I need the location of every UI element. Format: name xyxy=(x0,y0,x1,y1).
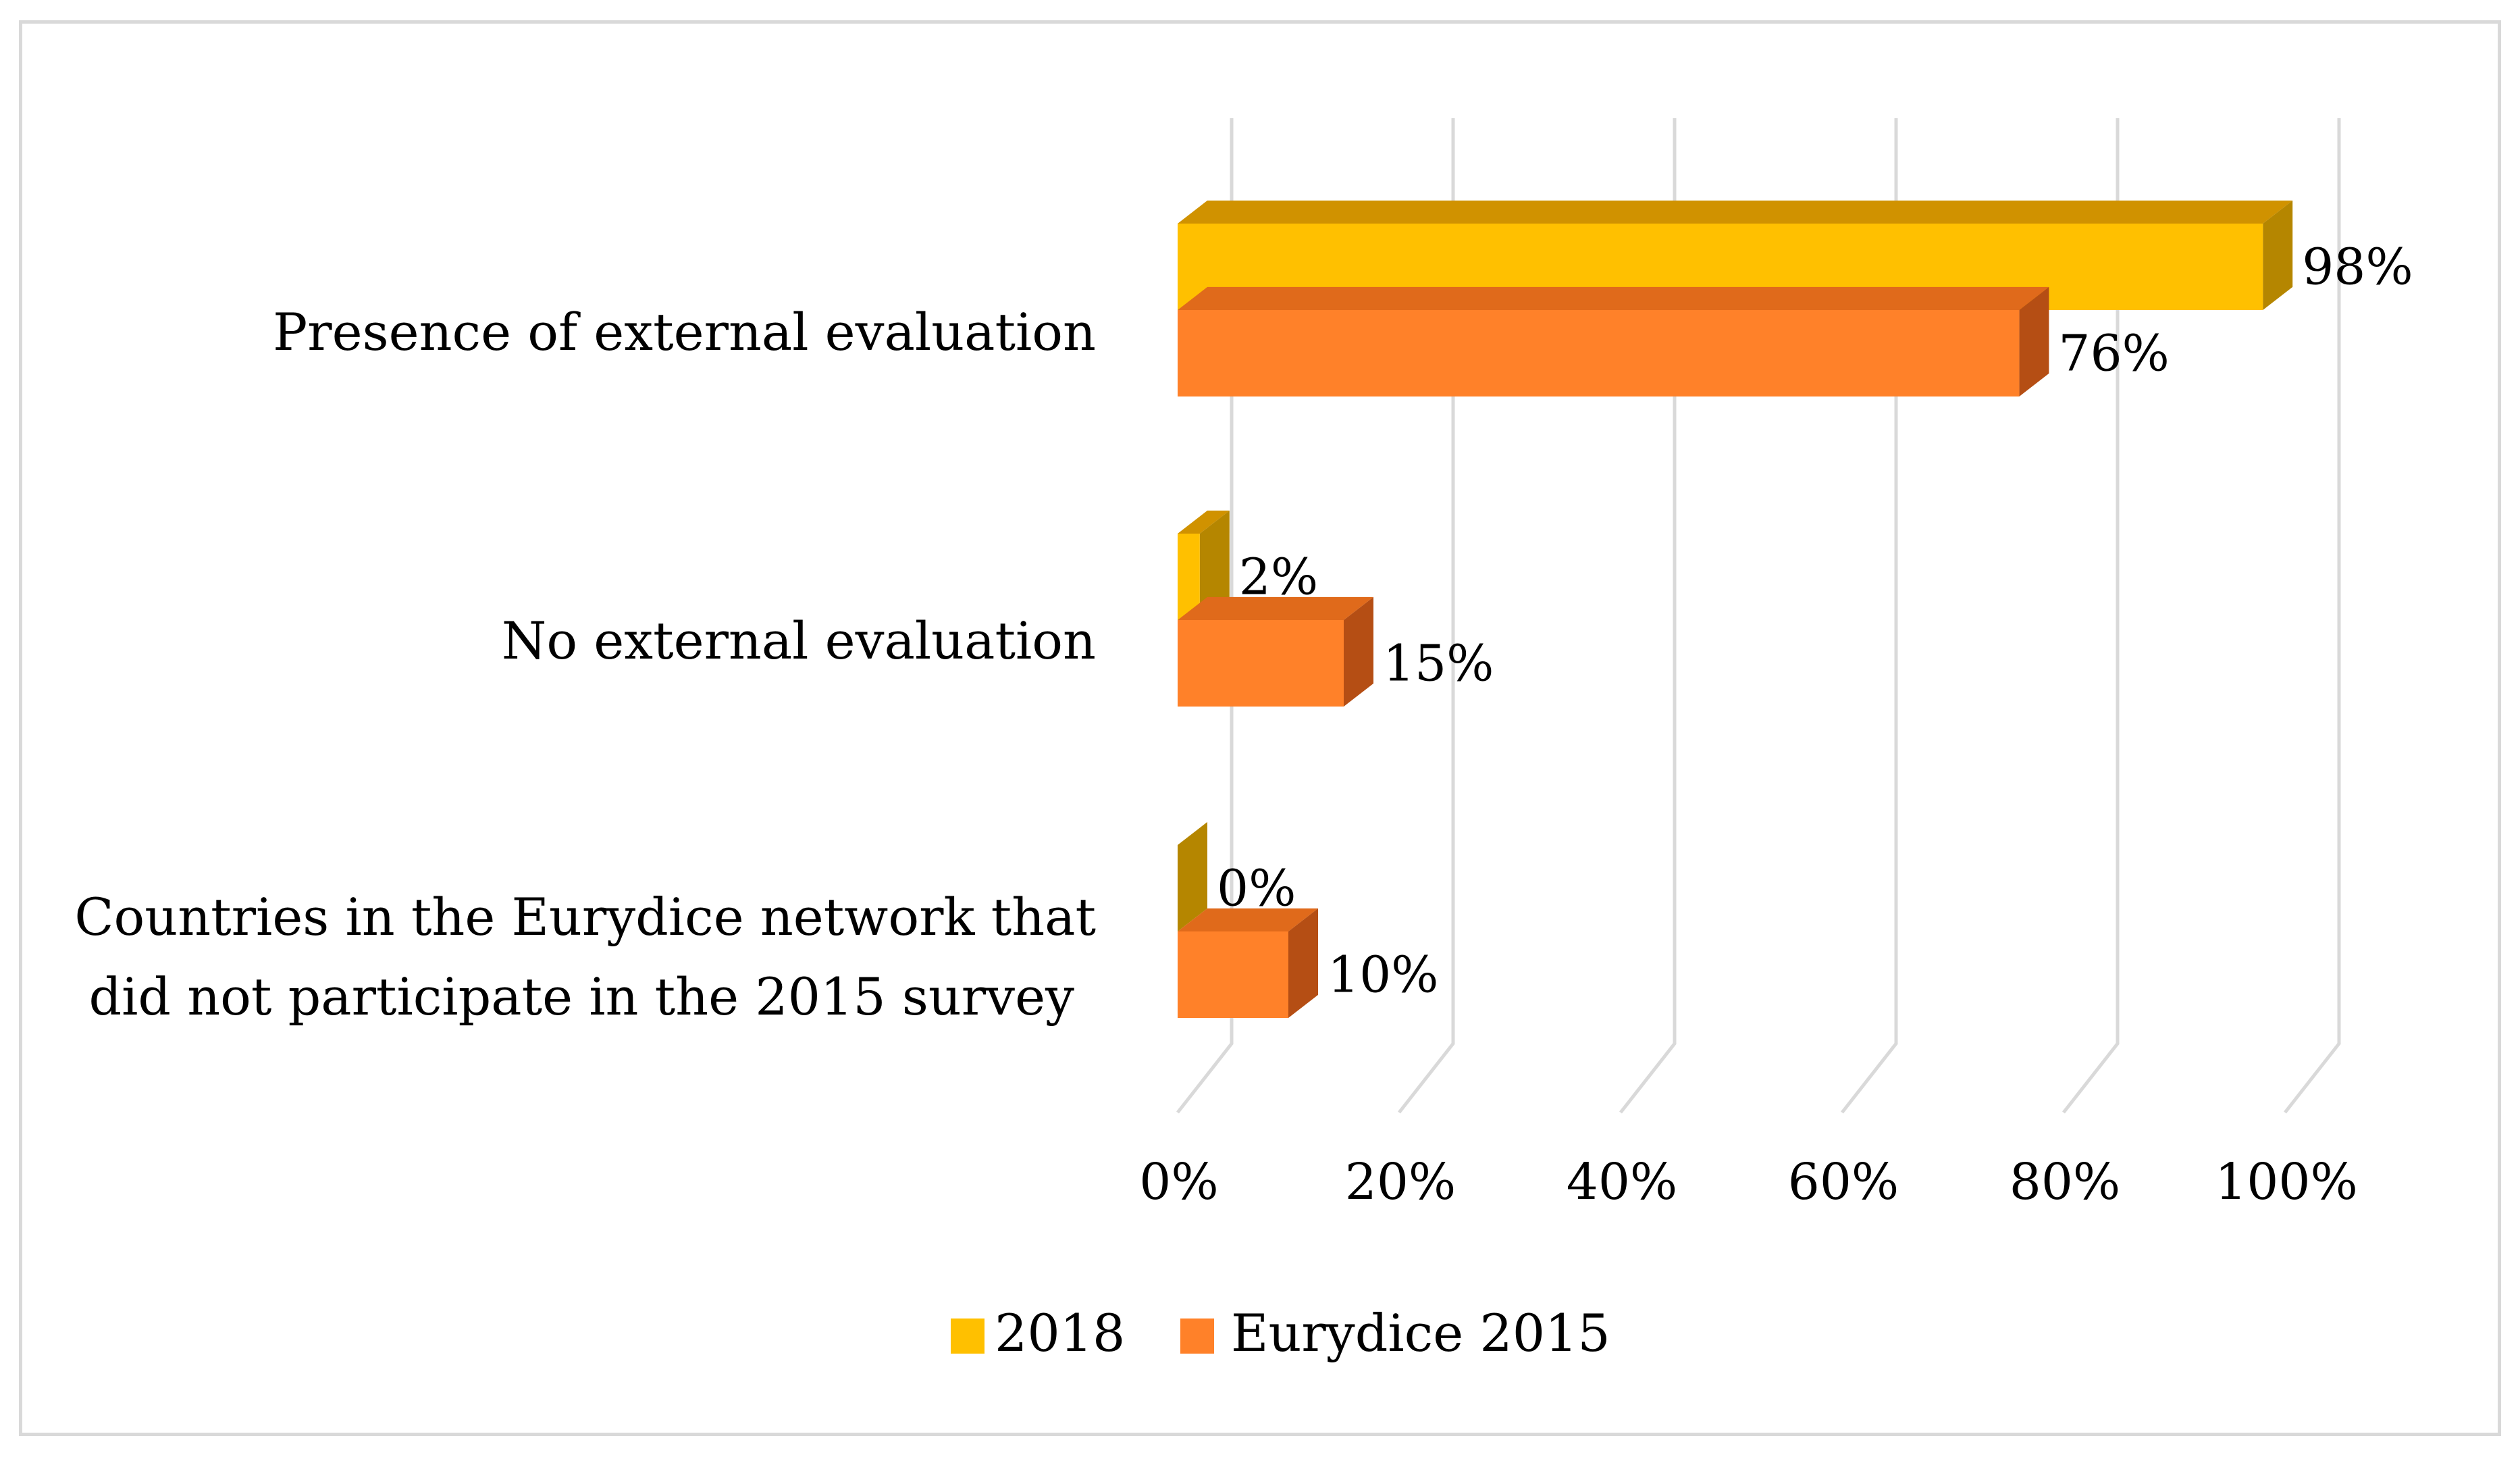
data-label-2-0: 0% xyxy=(1217,859,1296,917)
legend: 2018 Eurydice 2015 xyxy=(951,1303,1610,1363)
gridline-5 xyxy=(2284,118,2341,1114)
bar-front-face xyxy=(1178,534,1200,620)
bar-side-face xyxy=(2019,286,2049,396)
category-label-0: Presence of external evaluation xyxy=(273,302,1096,362)
bar-top-face xyxy=(1178,908,1318,931)
data-label-1-0: 2% xyxy=(1239,548,1318,606)
bar-side-face xyxy=(2263,200,2293,310)
x-tick-label-5: 100% xyxy=(2215,1153,2358,1211)
gridline-2 xyxy=(1619,118,1677,1114)
category-label-2-line-0: Countries in the Eurydice network that xyxy=(74,887,1096,947)
gridline-3 xyxy=(1841,118,1898,1114)
gridlines xyxy=(1176,118,2341,1114)
bars xyxy=(1178,200,2293,1018)
x-tick-label-0: 0% xyxy=(1139,1153,1218,1211)
bar-front-face xyxy=(1178,310,2020,396)
category-label-1: No external evaluation xyxy=(502,611,1096,671)
x-tick-label-1: 20% xyxy=(1345,1153,1456,1211)
x-axis-ticks: 0% 20% 40% 60% 80% 100% xyxy=(1139,1153,2357,1211)
legend-label: Eurydice 2015 xyxy=(1231,1303,1610,1363)
bar-2-0 xyxy=(1178,821,1207,931)
bar-side-face xyxy=(1178,821,1207,931)
bar-top-face xyxy=(1178,510,1230,534)
x-tick-label-2: 40% xyxy=(1567,1153,1677,1211)
bar-2-1 xyxy=(1178,908,1318,1018)
gridline-4 xyxy=(2062,118,2120,1114)
data-label-1-1: 15% xyxy=(1383,634,1494,692)
category-label-2-line-1: did not participate in the 2015 survey xyxy=(88,967,1074,1027)
bar-side-face xyxy=(1344,596,1373,707)
gridline-1 xyxy=(1398,118,1455,1114)
legend-swatch xyxy=(1180,1319,1214,1354)
data-labels: 98% 76% 2% 15% 0% 10% xyxy=(1217,238,2413,1004)
legend-swatch xyxy=(951,1319,985,1354)
gridline-0 xyxy=(1176,118,1234,1114)
bar-side-face xyxy=(1199,510,1230,620)
data-label-0-1: 76% xyxy=(2058,324,2169,382)
bar-0-1 xyxy=(1178,286,2049,396)
bar-top-face xyxy=(1178,286,2049,310)
legend-label: 2018 xyxy=(995,1303,1125,1363)
bar-1-0 xyxy=(1178,510,1230,620)
bar-front-face xyxy=(1178,931,1288,1018)
legend-item-0: 2018 xyxy=(951,1303,1125,1363)
data-label-2-1: 10% xyxy=(1328,946,1438,1004)
bar-front-face xyxy=(1178,620,1344,707)
chart-svg: Presence of external evaluation No extern… xyxy=(74,118,2413,1363)
bar-side-face xyxy=(1288,908,1318,1018)
x-tick-label-3: 60% xyxy=(1788,1153,1899,1211)
data-label-0-0: 98% xyxy=(2302,238,2413,296)
bar-top-face xyxy=(1178,596,1373,620)
bar-1-1 xyxy=(1178,596,1373,707)
x-tick-label-4: 80% xyxy=(2010,1153,2120,1211)
bar-top-face xyxy=(1178,200,2293,224)
legend-item-1: Eurydice 2015 xyxy=(1180,1303,1610,1363)
chart-frame: Presence of external evaluation No extern… xyxy=(19,20,2501,1436)
category-labels: Presence of external evaluation No extern… xyxy=(74,302,1096,1027)
